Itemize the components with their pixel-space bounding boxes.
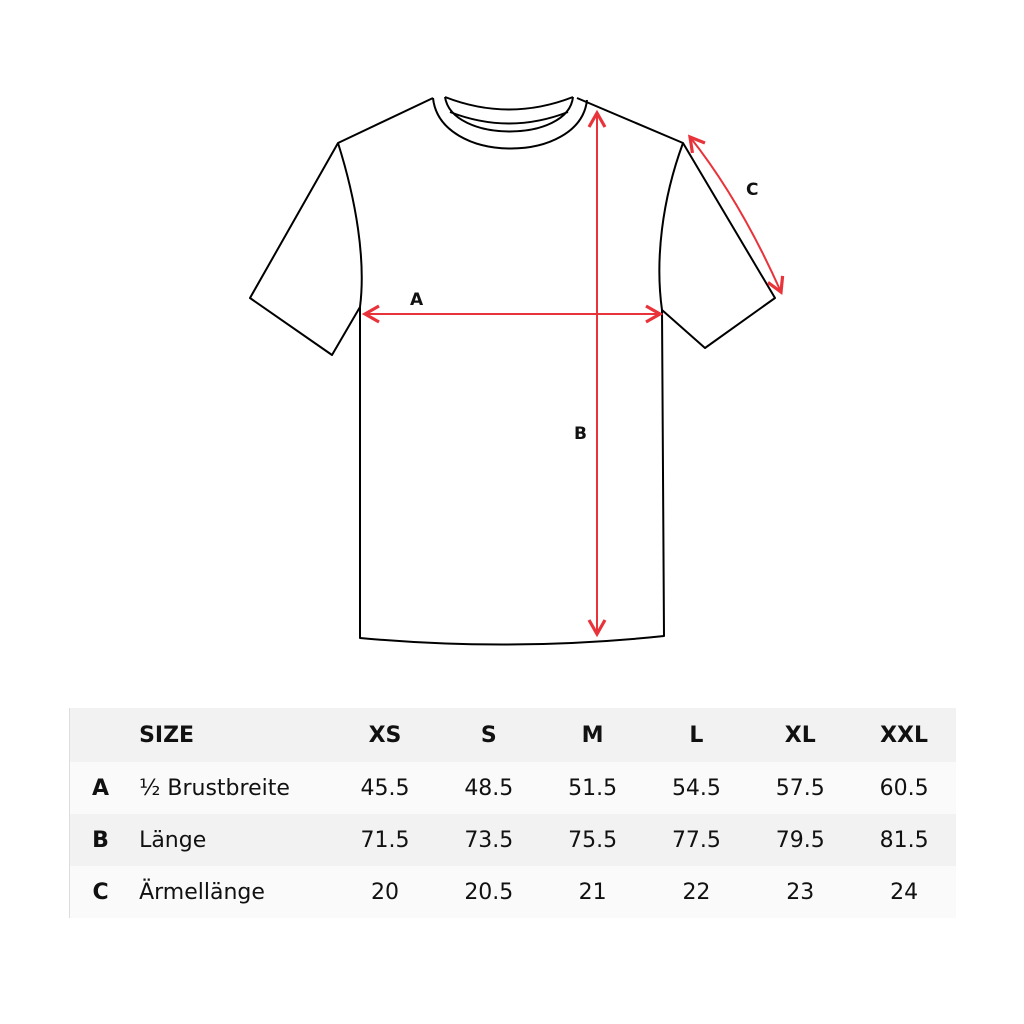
cell: 71.5 bbox=[333, 814, 437, 866]
tshirt-outline bbox=[249, 96, 776, 646]
tshirt-diagram: A B C bbox=[249, 96, 785, 646]
cell: 23 bbox=[748, 866, 853, 918]
row-name: Ärmellänge bbox=[131, 866, 334, 918]
size-header: SIZE bbox=[131, 708, 334, 762]
label-b: B bbox=[574, 424, 587, 444]
cell: 24 bbox=[852, 866, 956, 918]
row-key: A bbox=[69, 762, 132, 814]
cell: 54.5 bbox=[644, 762, 749, 814]
cell: 75.5 bbox=[540, 814, 645, 866]
cell: 60.5 bbox=[852, 762, 956, 814]
cell: 20 bbox=[333, 866, 437, 918]
label-c: C bbox=[746, 180, 758, 200]
size-col: XS bbox=[333, 708, 437, 762]
cell: 79.5 bbox=[748, 814, 853, 866]
size-col: XXL bbox=[852, 708, 956, 762]
table-header: SIZE XS S M L XL XXL bbox=[69, 708, 956, 762]
row-key: C bbox=[69, 866, 132, 918]
size-col: L bbox=[644, 708, 749, 762]
table-row: A ½ Brustbreite 45.5 48.5 51.5 54.5 57.5… bbox=[69, 762, 956, 814]
arrow-c bbox=[687, 134, 785, 295]
cell: 21 bbox=[540, 866, 645, 918]
table-row: C Ärmellänge 20 20.5 21 22 23 24 bbox=[69, 866, 956, 918]
cell: 48.5 bbox=[436, 762, 541, 814]
row-name: ½ Brustbreite bbox=[131, 762, 334, 814]
cell: 22 bbox=[644, 866, 749, 918]
cell: 51.5 bbox=[540, 762, 645, 814]
cell: 73.5 bbox=[436, 814, 541, 866]
size-col: M bbox=[540, 708, 645, 762]
cell: 57.5 bbox=[748, 762, 853, 814]
label-a: A bbox=[410, 290, 424, 310]
cell: 81.5 bbox=[852, 814, 956, 866]
size-col: XL bbox=[748, 708, 853, 762]
size-table: SIZE XS S M L XL XXL A ½ Brustbreite 45.… bbox=[69, 708, 956, 918]
table-row: B Länge 71.5 73.5 75.5 77.5 79.5 81.5 bbox=[69, 814, 956, 866]
cell: 45.5 bbox=[333, 762, 437, 814]
row-key: B bbox=[69, 814, 132, 866]
row-name: Länge bbox=[131, 814, 334, 866]
size-col: S bbox=[436, 708, 541, 762]
cell: 20.5 bbox=[436, 866, 541, 918]
cell: 77.5 bbox=[644, 814, 749, 866]
